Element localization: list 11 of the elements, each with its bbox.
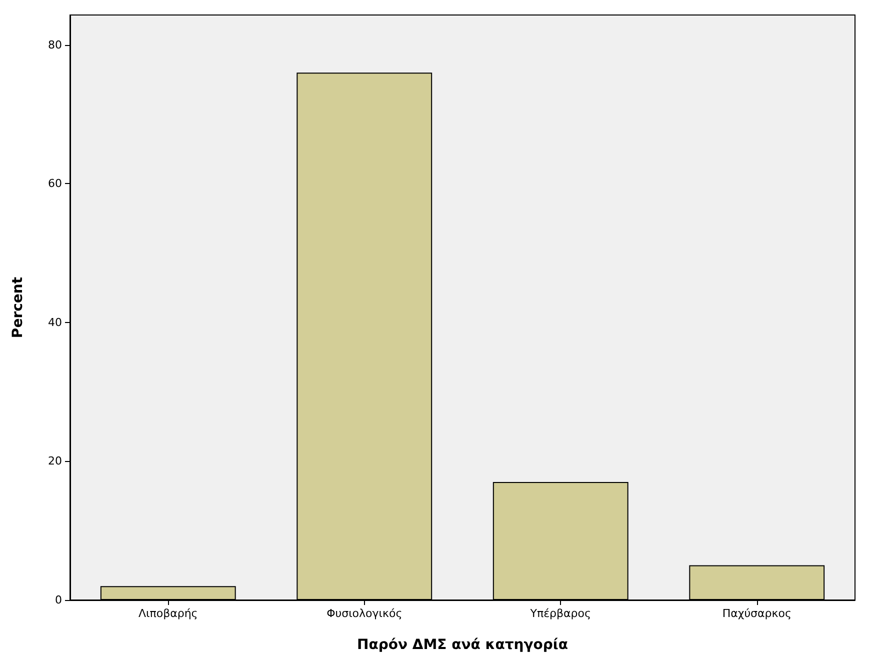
y-tick-label: 20 <box>48 454 62 468</box>
x-tick-label: Παχύσαρκος <box>722 607 792 620</box>
x-axis-title: Παρόν ΔΜΣ ανά κατηγορία <box>357 637 568 653</box>
x-tick-label: Λιποβαρής <box>138 607 198 620</box>
y-tick-label: 0 <box>55 594 62 606</box>
y-axis-title: Percent <box>10 276 26 338</box>
x-tick-label: Υπέρβαρος <box>529 607 591 620</box>
x-tick-label: Φυσιολογικός <box>326 607 402 620</box>
y-tick-label: 40 <box>48 316 62 329</box>
y-tick-label: 60 <box>48 177 62 190</box>
y-tick-label: 80 <box>48 38 62 52</box>
